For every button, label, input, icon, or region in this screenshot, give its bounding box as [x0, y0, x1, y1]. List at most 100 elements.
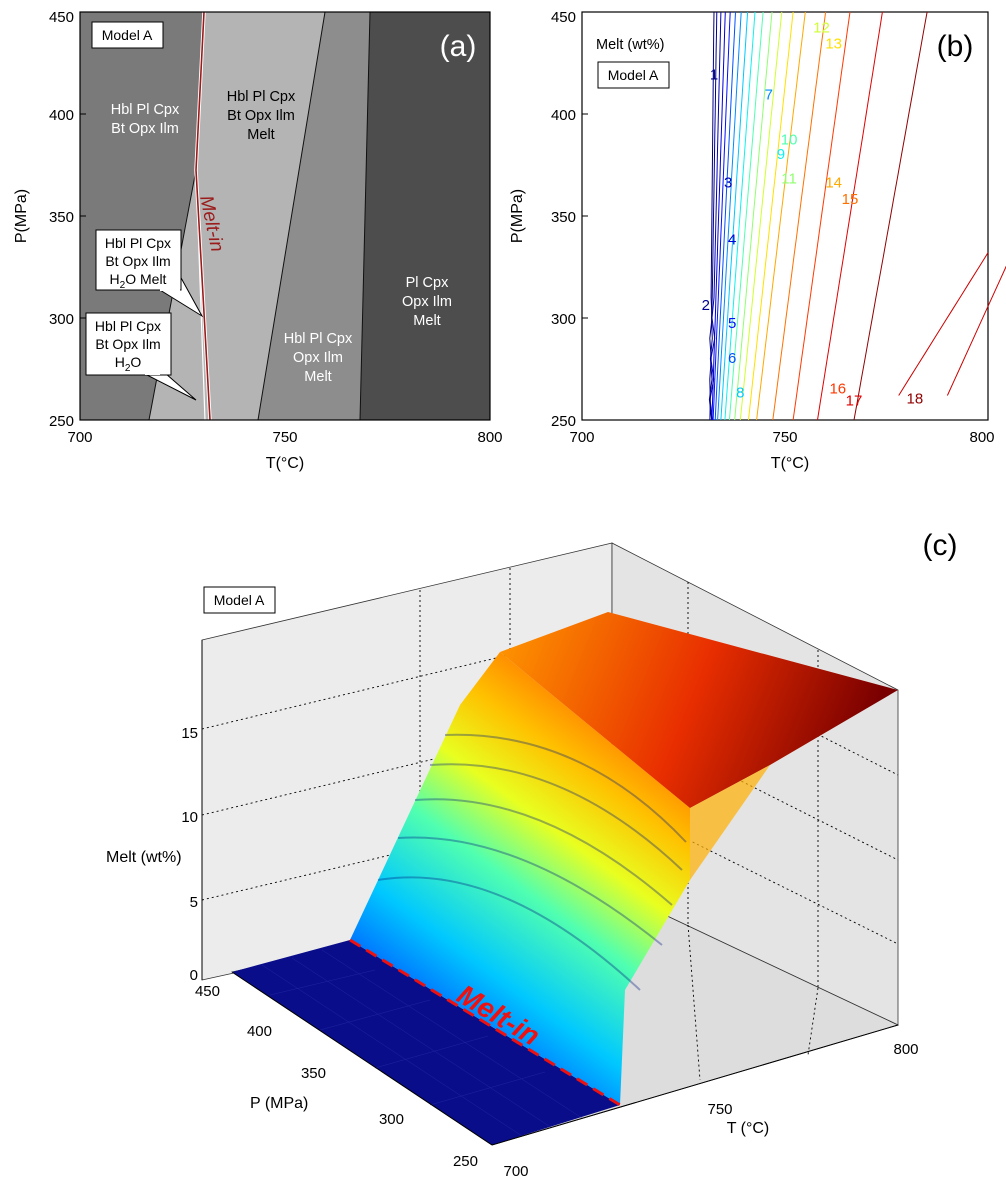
- surface-band: [397, 836, 663, 946]
- y-tick-label: 450: [551, 9, 576, 26]
- contour-line: [724, 11, 756, 421]
- y-tick-label: 400: [49, 107, 74, 124]
- panel-label-a: (a): [440, 30, 477, 63]
- field-label-line: Melt: [413, 313, 440, 329]
- x-tick-label: 800: [969, 429, 994, 446]
- field-label-line: Opx Ilm: [402, 294, 452, 310]
- contour-line: [772, 11, 827, 421]
- p-axis: [231, 971, 493, 1146]
- contour-label: 16: [829, 381, 846, 398]
- contour-label: 7: [765, 87, 773, 104]
- contour-line: [711, 11, 726, 421]
- panel-b-y-axis: 450 400 350 300 250: [551, 9, 588, 430]
- field-boundary-line: [257, 11, 326, 421]
- t-ticks: 700 750 800: [503, 1041, 918, 1178]
- contour-line: [717, 11, 742, 421]
- t-tick-label: 700: [503, 1163, 528, 1178]
- contour-line: [946, 265, 1006, 396]
- p-tick-label: 450: [195, 983, 220, 1000]
- panel-c-surface-plot: Melt-in 0 5 10 15 Melt (wt%) 450 400 350…: [106, 529, 957, 1178]
- field-hbl-pl-cpx-bt-opx-ilm-melt: [149, 12, 325, 420]
- t-tick-label: 800: [893, 1041, 918, 1058]
- contour-label: 17: [846, 393, 863, 410]
- surface-band: [377, 876, 641, 991]
- p-tick-label: 250: [453, 1153, 478, 1170]
- callout-h2o-melt: Hbl Pl Cpx Bt Opx Ilm H2O Melt: [95, 229, 204, 318]
- contour-line: [712, 11, 731, 421]
- z-tick-label: 15: [181, 725, 198, 742]
- field-boundary-line: [359, 11, 371, 421]
- surface-flat-subsolidus: [232, 940, 620, 1145]
- contour-line: [898, 252, 989, 396]
- y-tick-label: 250: [551, 413, 576, 430]
- y-axis-label: P(MPa): [509, 189, 526, 243]
- field-label-line: Melt: [247, 127, 274, 143]
- callout-line: Hbl Pl Cpx: [105, 235, 171, 251]
- x-tick-label: 700: [569, 429, 594, 446]
- callout-line: H2O: [115, 354, 142, 374]
- panel-label-c: (c): [923, 529, 958, 562]
- contour-line: [817, 11, 883, 421]
- contour-line: [709, 11, 722, 421]
- grid-line: [807, 987, 819, 1056]
- y-tick-label: 250: [49, 413, 74, 430]
- t-axis-label: T (°C): [727, 1120, 770, 1137]
- model-label: Model A: [102, 27, 153, 43]
- callout-h2o: Hbl Pl Cpx Bt Opx Ilm H2O: [85, 312, 197, 401]
- p-tick-label: 300: [379, 1111, 404, 1128]
- callout-line: Bt Opx Ilm: [95, 336, 160, 352]
- grid-line: [269, 969, 376, 996]
- x-tick-label: 750: [772, 429, 797, 446]
- grid-line: [374, 1035, 489, 1069]
- model-label: Model A: [608, 67, 659, 83]
- x-tick-label: 700: [67, 429, 92, 446]
- field-label-line: Bt Opx Ilm: [227, 108, 295, 124]
- panel-a-x-axis: 700 750 800: [67, 429, 502, 446]
- contour-label: 5: [728, 315, 736, 332]
- grid-line: [611, 715, 899, 861]
- panel-label-b: (b): [937, 30, 974, 63]
- contour-label: 8: [736, 385, 744, 402]
- field-hbl-pl-cpx-opx-ilm-melt: [258, 12, 370, 420]
- callout-line: Bt Opx Ilm: [105, 253, 170, 269]
- p-tick-label: 350: [301, 1065, 326, 1082]
- field-label-line: Hbl Pl Cpx: [111, 102, 180, 118]
- contour-line: [739, 11, 783, 421]
- z-ticks: 0 5 10 15: [181, 725, 198, 984]
- y-tick-label: 350: [551, 209, 576, 226]
- surface-slope-right: [690, 765, 770, 880]
- field-label-line: Pl Cpx: [406, 275, 449, 291]
- model-label-box: Model A: [91, 21, 164, 49]
- grid-line: [611, 801, 899, 945]
- t-axis: [491, 1024, 899, 1146]
- grid-line: [321, 949, 583, 1119]
- z-axis-label: Melt (wt%): [106, 849, 182, 866]
- contour-line: [748, 11, 794, 421]
- contour-line: [720, 11, 749, 421]
- contour-label: 11: [781, 170, 797, 187]
- contour-plot-title: Melt (wt%): [596, 37, 664, 53]
- x-tick-label: 750: [272, 429, 297, 446]
- contour-line: [853, 11, 928, 421]
- x-axis-label: T(°C): [771, 455, 809, 472]
- panel-b-x-axis: 700 750 800: [569, 429, 994, 446]
- y-axis-label: P(MPa): [13, 189, 30, 243]
- grid-line: [429, 1071, 546, 1106]
- contour-line: [792, 11, 851, 421]
- x-axis-label: T(°C): [266, 455, 304, 472]
- grid-line: [261, 964, 523, 1137]
- t-tick-label: 750: [707, 1101, 732, 1118]
- panel-a-y-axis: 450 400 350 300 250: [49, 9, 86, 430]
- contour-label: 2: [702, 297, 710, 314]
- grid-line: [319, 999, 431, 1031]
- melt-in-line-red: [195, 11, 211, 421]
- field-label-line: Hbl Pl Cpx: [284, 331, 353, 347]
- field-label-line: Melt: [304, 369, 331, 385]
- contour-line: [708, 11, 718, 421]
- model-label-box: Model A: [203, 586, 276, 614]
- contour-line: [756, 11, 806, 421]
- contour-label: 12: [813, 19, 830, 36]
- surface-band: [444, 733, 687, 843]
- y-tick-label: 300: [551, 311, 576, 328]
